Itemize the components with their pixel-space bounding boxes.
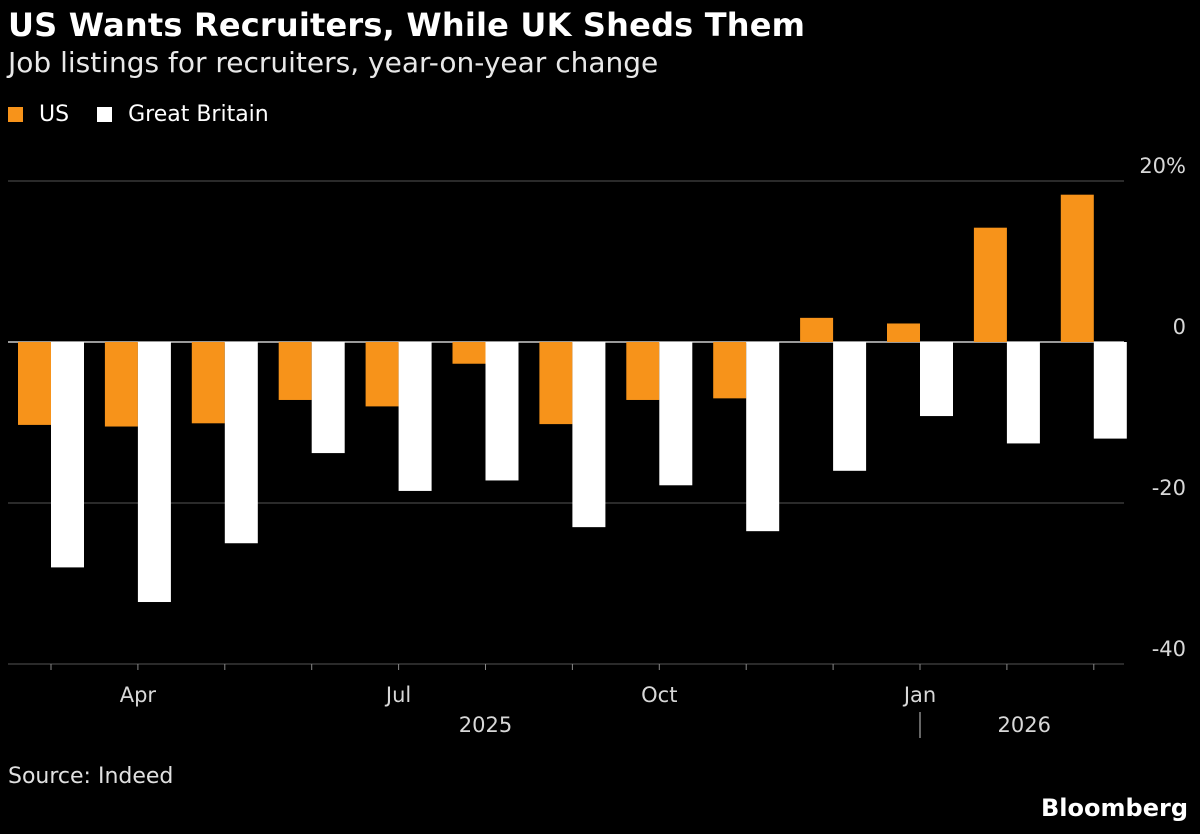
y-tick-label: 20% [1139, 154, 1186, 178]
bar-great-britain [1006, 342, 1040, 444]
legend-label-great-britain: Great Britain [128, 102, 269, 127]
bar-great-britain [1093, 342, 1127, 439]
bloomberg-logo: Bloomberg [1041, 794, 1188, 822]
bar-great-britain [137, 342, 171, 603]
x-tick-label: Jan [902, 683, 936, 707]
bar-us [713, 342, 747, 399]
bar-us [365, 342, 399, 407]
bar-us [626, 342, 660, 400]
legend-item-us: US [8, 102, 69, 127]
bar-us [1060, 194, 1094, 342]
legend: US Great Britain [8, 102, 297, 127]
bar-great-britain [833, 342, 867, 471]
bar-great-britain [572, 342, 606, 528]
y-tick-label: 0 [1173, 315, 1186, 339]
bar-great-britain [224, 342, 258, 544]
bar-great-britain [311, 342, 345, 454]
year-label: 2026 [998, 713, 1051, 737]
bar-us [104, 342, 138, 427]
chart-subtitle: Job listings for recruiters, year-on-yea… [8, 46, 659, 79]
bar-us [539, 342, 573, 425]
y-tick-label: -20 [1152, 476, 1186, 500]
bar-great-britain [485, 342, 519, 481]
bar-us [278, 342, 312, 400]
bar-great-britain [659, 342, 693, 486]
y-tick-label: -40 [1152, 637, 1186, 661]
legend-swatch-us [8, 107, 23, 122]
bar-us [191, 342, 225, 424]
x-tick-label: Jul [384, 683, 411, 707]
bar-us [18, 342, 51, 425]
bar-great-britain [398, 342, 432, 491]
legend-label-us: US [39, 102, 70, 127]
source-note: Source: Indeed [8, 764, 174, 789]
bar-great-britain [920, 342, 953, 417]
bar-us [800, 317, 834, 342]
legend-swatch-great-britain [97, 107, 113, 122]
year-label: 2025 [459, 713, 512, 737]
bar-us [887, 323, 920, 342]
legend-item-great-britain: Great Britain [97, 102, 269, 127]
bar-great-britain [51, 342, 84, 568]
bar-us [973, 227, 1007, 342]
x-tick-label: Oct [641, 683, 677, 707]
bar-us [452, 342, 486, 364]
chart-title: US Wants Recruiters, While UK Sheds Them [8, 6, 806, 44]
x-tick-label: Apr [120, 683, 157, 707]
bar-great-britain [746, 342, 780, 532]
